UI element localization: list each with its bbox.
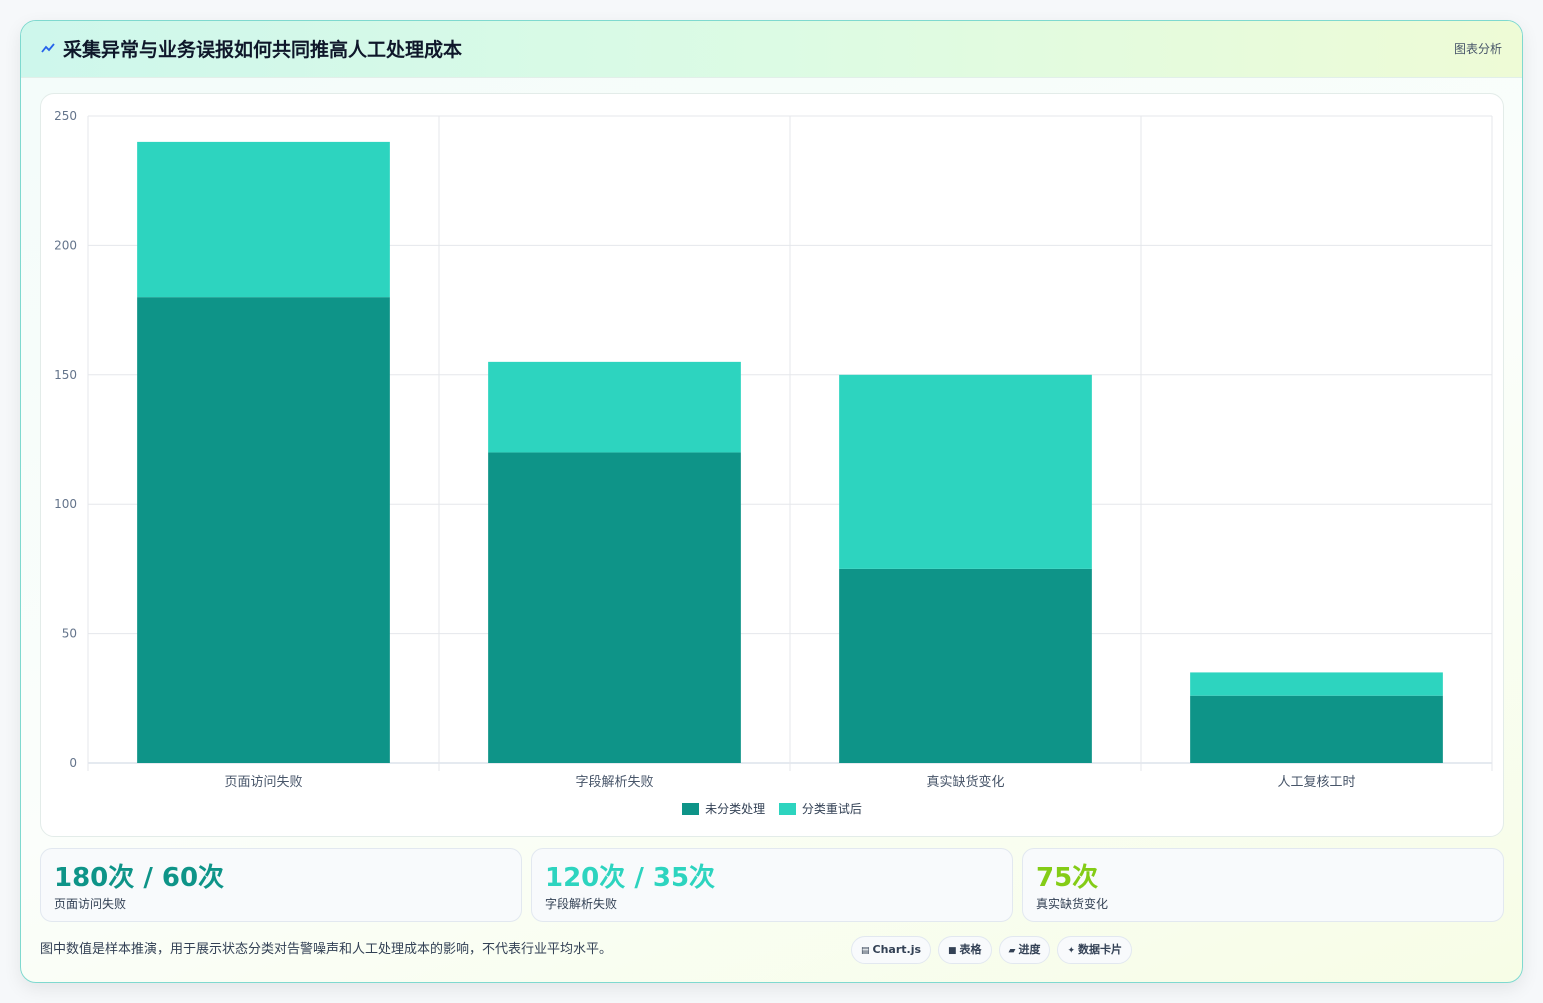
footnote: 图中数值是样本推演，用于展示状态分类对告警噪声和人工处理成本的影响，不代表行业平… xyxy=(40,942,613,957)
legend-item-unclassified[interactable]: 未分类处理 xyxy=(682,800,765,817)
line-chart-icon xyxy=(41,43,55,53)
report-panel: 采集异常与业务误报如何共同推高人工处理成本 图表分析 0 50 100 150 200 2… xyxy=(20,20,1523,983)
bar-segment xyxy=(1190,695,1443,763)
sparkle-icon: ✦ xyxy=(1067,946,1076,956)
bar-segment xyxy=(839,374,1092,569)
stat-label: 页面访问失败 xyxy=(54,897,127,911)
stat-value: 75次 xyxy=(1036,863,1099,893)
stat-label: 真实缺货变化 xyxy=(1036,897,1109,911)
bar-segment xyxy=(137,141,390,298)
x-tick-label: 人工复核工时 xyxy=(1277,775,1355,790)
chart-legend: 未分类处理 分类重试后 xyxy=(41,800,1503,817)
y-tick-label: 250 xyxy=(54,109,77,123)
stat-value: 180次 / 60次 xyxy=(54,863,225,893)
feature-chips: ▤ Chart.js ■ 表格 ▰ 进度 ✦ 数据卡片 xyxy=(851,936,1139,964)
chip-label: 进度 xyxy=(1018,943,1041,956)
table-icon: ■ xyxy=(948,946,957,956)
bar-segment xyxy=(137,297,390,763)
chip-progress[interactable]: ▰ 进度 xyxy=(998,936,1051,964)
progress-icon: ▰ xyxy=(1008,946,1016,956)
chip-data-cards[interactable]: ✦ 数据卡片 xyxy=(1057,936,1133,964)
x-tick-label: 字段解析失败 xyxy=(575,775,653,790)
x-tick-label: 页面访问失败 xyxy=(224,775,302,790)
legend-item-classified-retry[interactable]: 分类重试后 xyxy=(778,800,862,817)
x-tick-label: 真实缺货变化 xyxy=(926,774,1004,790)
bar-segment xyxy=(839,568,1092,763)
y-tick-label: 0 xyxy=(69,756,77,770)
stat-card-page-access: 180次 / 60次 页面访问失败 xyxy=(40,848,522,922)
bar-segment xyxy=(1190,672,1443,696)
stat-label: 字段解析失败 xyxy=(545,897,618,911)
chart-analysis-tag: 图表分析 xyxy=(1453,42,1502,56)
chip-chartjs[interactable]: ▤ Chart.js xyxy=(851,936,932,964)
stat-card-field-parse: 120次 / 35次 字段解析失败 xyxy=(531,848,1013,922)
legend-swatch-classified-retry xyxy=(778,803,796,815)
y-tick-label: 50 xyxy=(62,627,77,641)
y-tick-label: 150 xyxy=(54,368,77,382)
bar-segment xyxy=(488,452,741,763)
stat-value: 120次 / 35次 xyxy=(545,863,716,893)
legend-label-unclassified: 未分类处理 xyxy=(705,802,766,816)
bar-segment xyxy=(488,361,741,453)
chip-label: Chart.js xyxy=(872,943,922,956)
legend-label-classified-retry: 分类重试后 xyxy=(801,802,862,816)
stacked-bar-chart: 0 50 100 150 200 250 页面访问失败 字段解析失败 真实缺货变化 人工复核工时 xyxy=(54,109,1493,790)
chart-card: 0 50 100 150 200 250 页面访问失败 字段解析失败 真实缺货变化 人工复核工时 … xyxy=(40,93,1504,837)
stat-card-stock-change: 75次 真实缺货变化 xyxy=(1022,848,1504,922)
chip-table[interactable]: ■ 表格 xyxy=(938,936,992,964)
chart-icon: ▤ xyxy=(861,946,870,956)
chip-label: 数据卡片 xyxy=(1078,943,1123,956)
panel-header: 采集异常与业务误报如何共同推高人工处理成本 图表分析 xyxy=(21,21,1522,78)
y-tick-label: 200 xyxy=(54,238,77,252)
page-title: 采集异常与业务误报如何共同推高人工处理成本 xyxy=(63,39,463,61)
y-tick-label: 100 xyxy=(54,497,77,511)
chip-label: 表格 xyxy=(959,943,982,956)
legend-swatch-unclassified xyxy=(682,803,700,815)
